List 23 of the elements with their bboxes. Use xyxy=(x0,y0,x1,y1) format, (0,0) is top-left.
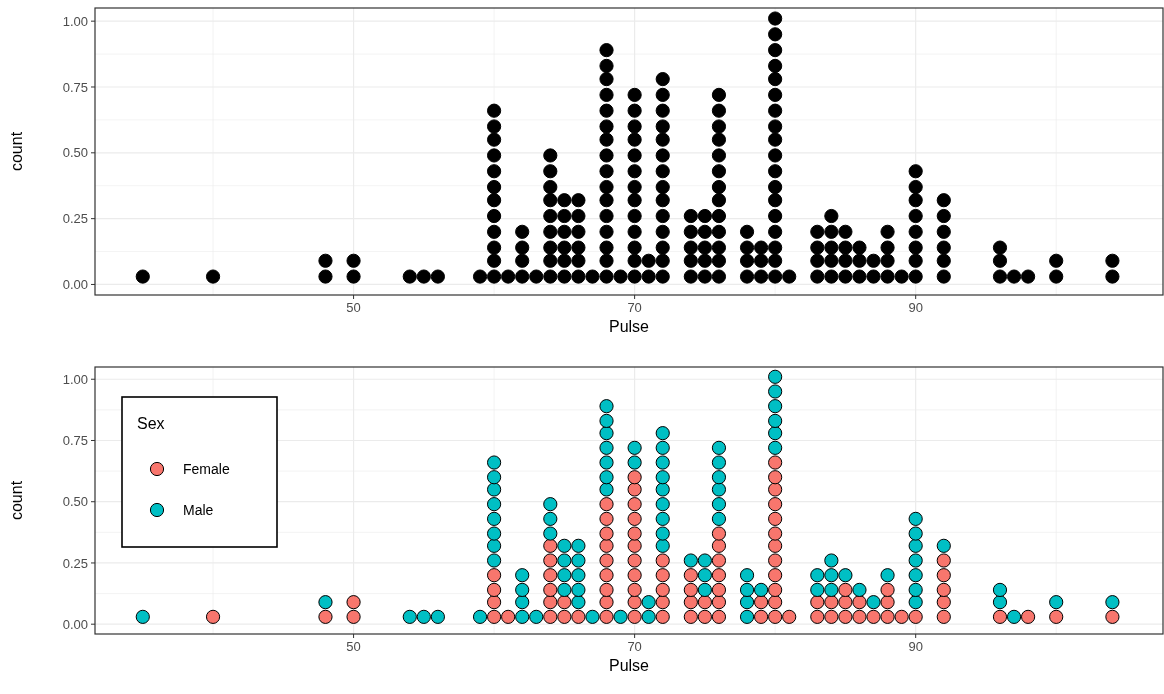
y-tick-label: 0.00 xyxy=(62,616,88,632)
y-axis-title: count xyxy=(8,131,25,172)
legend-title: Sex xyxy=(137,415,165,432)
y-tick-label: 0.25 xyxy=(62,211,88,227)
x-axis-title: Pulse xyxy=(608,657,650,674)
x-tick-label: 90 xyxy=(908,300,923,315)
x-tick-label: 50 xyxy=(346,300,361,315)
y-tick-label: 0.25 xyxy=(62,555,88,571)
y-tick-label: 1.00 xyxy=(62,371,88,387)
legend-label: Female xyxy=(183,460,230,477)
y-tick-label: 0.50 xyxy=(62,494,88,510)
x-tick-label: 70 xyxy=(627,300,642,315)
y-tick-label: 0.00 xyxy=(62,277,88,293)
y-axis-title: count xyxy=(8,480,25,521)
y-tick-label: 0.50 xyxy=(62,145,88,161)
x-tick-label: 50 xyxy=(346,639,361,654)
y-tick-label: 0.75 xyxy=(62,433,88,449)
x-tick-label: 90 xyxy=(908,639,923,654)
y-tick-label: 0.75 xyxy=(62,79,88,95)
y-tick-label: 1.00 xyxy=(62,13,88,29)
x-tick-label: 70 xyxy=(627,639,642,654)
x-axis-title: Pulse xyxy=(608,318,650,335)
legend-label: Male xyxy=(183,501,214,518)
